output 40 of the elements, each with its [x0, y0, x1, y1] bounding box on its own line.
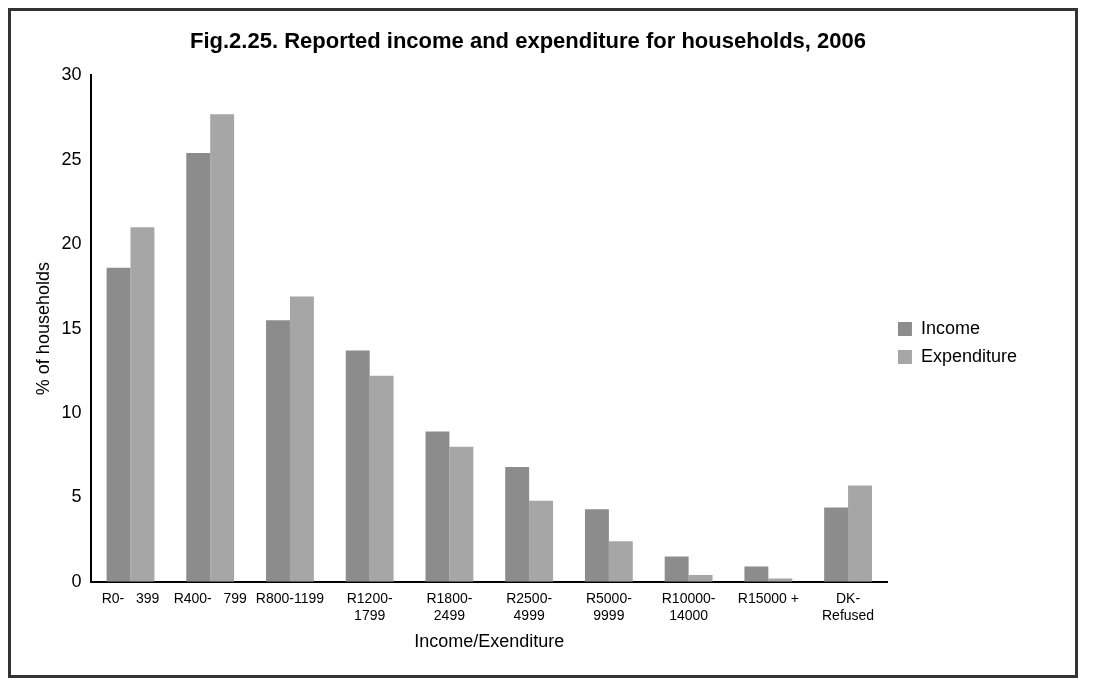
x-tick-label: R0- 399 [101, 590, 160, 607]
legend-label: Income [920, 317, 980, 338]
bar [584, 509, 609, 582]
y-tick-label: 10 [61, 401, 82, 422]
bar [744, 566, 769, 582]
y-tick-label: 30 [61, 64, 82, 85]
y-tick-label: 20 [61, 233, 82, 254]
x-axis-title: Income/Exenditure [414, 631, 565, 652]
x-tick-label: R1200- 1799 [346, 590, 393, 623]
y-tick-label: 15 [61, 317, 82, 338]
bar [130, 227, 155, 582]
x-tick-label: DK- Refused [821, 590, 875, 623]
bar [449, 446, 474, 582]
bar [266, 320, 290, 582]
x-tick-label: R15000 + [737, 590, 799, 607]
x-tick-label: R2500- 4999 [506, 590, 553, 623]
bar [664, 556, 689, 582]
x-tick-label: R1800- 2499 [426, 590, 473, 623]
x-tick-label: R5000- 9999 [585, 590, 633, 623]
legend-label: Expenditure [920, 345, 1018, 366]
bar [824, 507, 849, 582]
bar [186, 153, 211, 582]
x-tick-label: R400- 799 [173, 590, 247, 607]
bar [505, 467, 530, 582]
x-tick-label: R800-1199 [255, 590, 325, 607]
bar [289, 296, 314, 582]
bar [106, 267, 131, 582]
bar [529, 500, 554, 582]
bar [345, 350, 370, 582]
y-tick-label: 25 [61, 148, 82, 169]
y-tick-label: 0 [71, 570, 82, 591]
bar [848, 485, 872, 582]
chart-title: Fig.2.25. Reported income and expenditure for households, 2006 [189, 28, 867, 54]
y-tick-label: 5 [71, 486, 82, 507]
y-axis-title: % of households [32, 262, 53, 396]
x-tick-label: R10000- 14000 [661, 590, 716, 623]
bar [210, 114, 235, 582]
bar [369, 375, 394, 582]
bar [608, 541, 633, 582]
bar [425, 431, 450, 582]
